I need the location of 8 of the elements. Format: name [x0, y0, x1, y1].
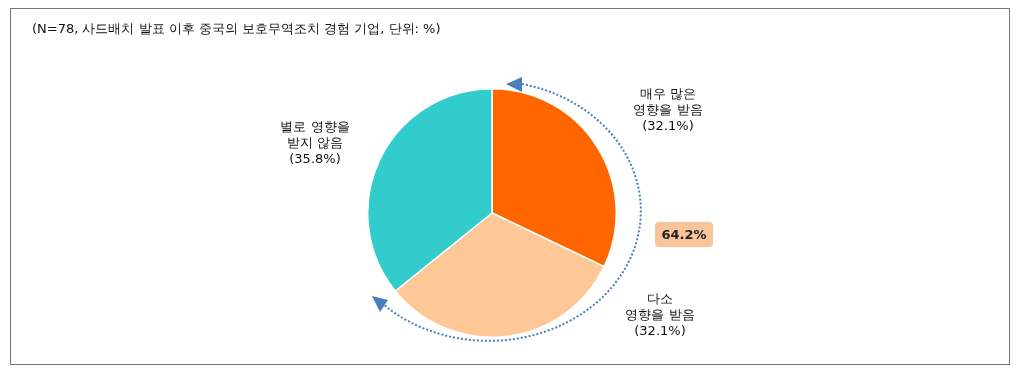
data-label: (32.1%): [634, 323, 686, 339]
data-label: (35.8%): [289, 151, 341, 167]
text: 64.2%: [655, 222, 713, 247]
chart-title: (N=78, 사드배치 발표 이후 중국의 보호무역조치 경험 기업, 단위: %): [32, 20, 441, 38]
slice-label: 다소 영향을 받음: [625, 291, 695, 323]
slice-label: 매우 많은 영향을 받음: [633, 86, 703, 118]
slice-label: 별로 영향을 받지 않음: [280, 119, 350, 151]
data-label: (32.1%): [642, 118, 694, 134]
